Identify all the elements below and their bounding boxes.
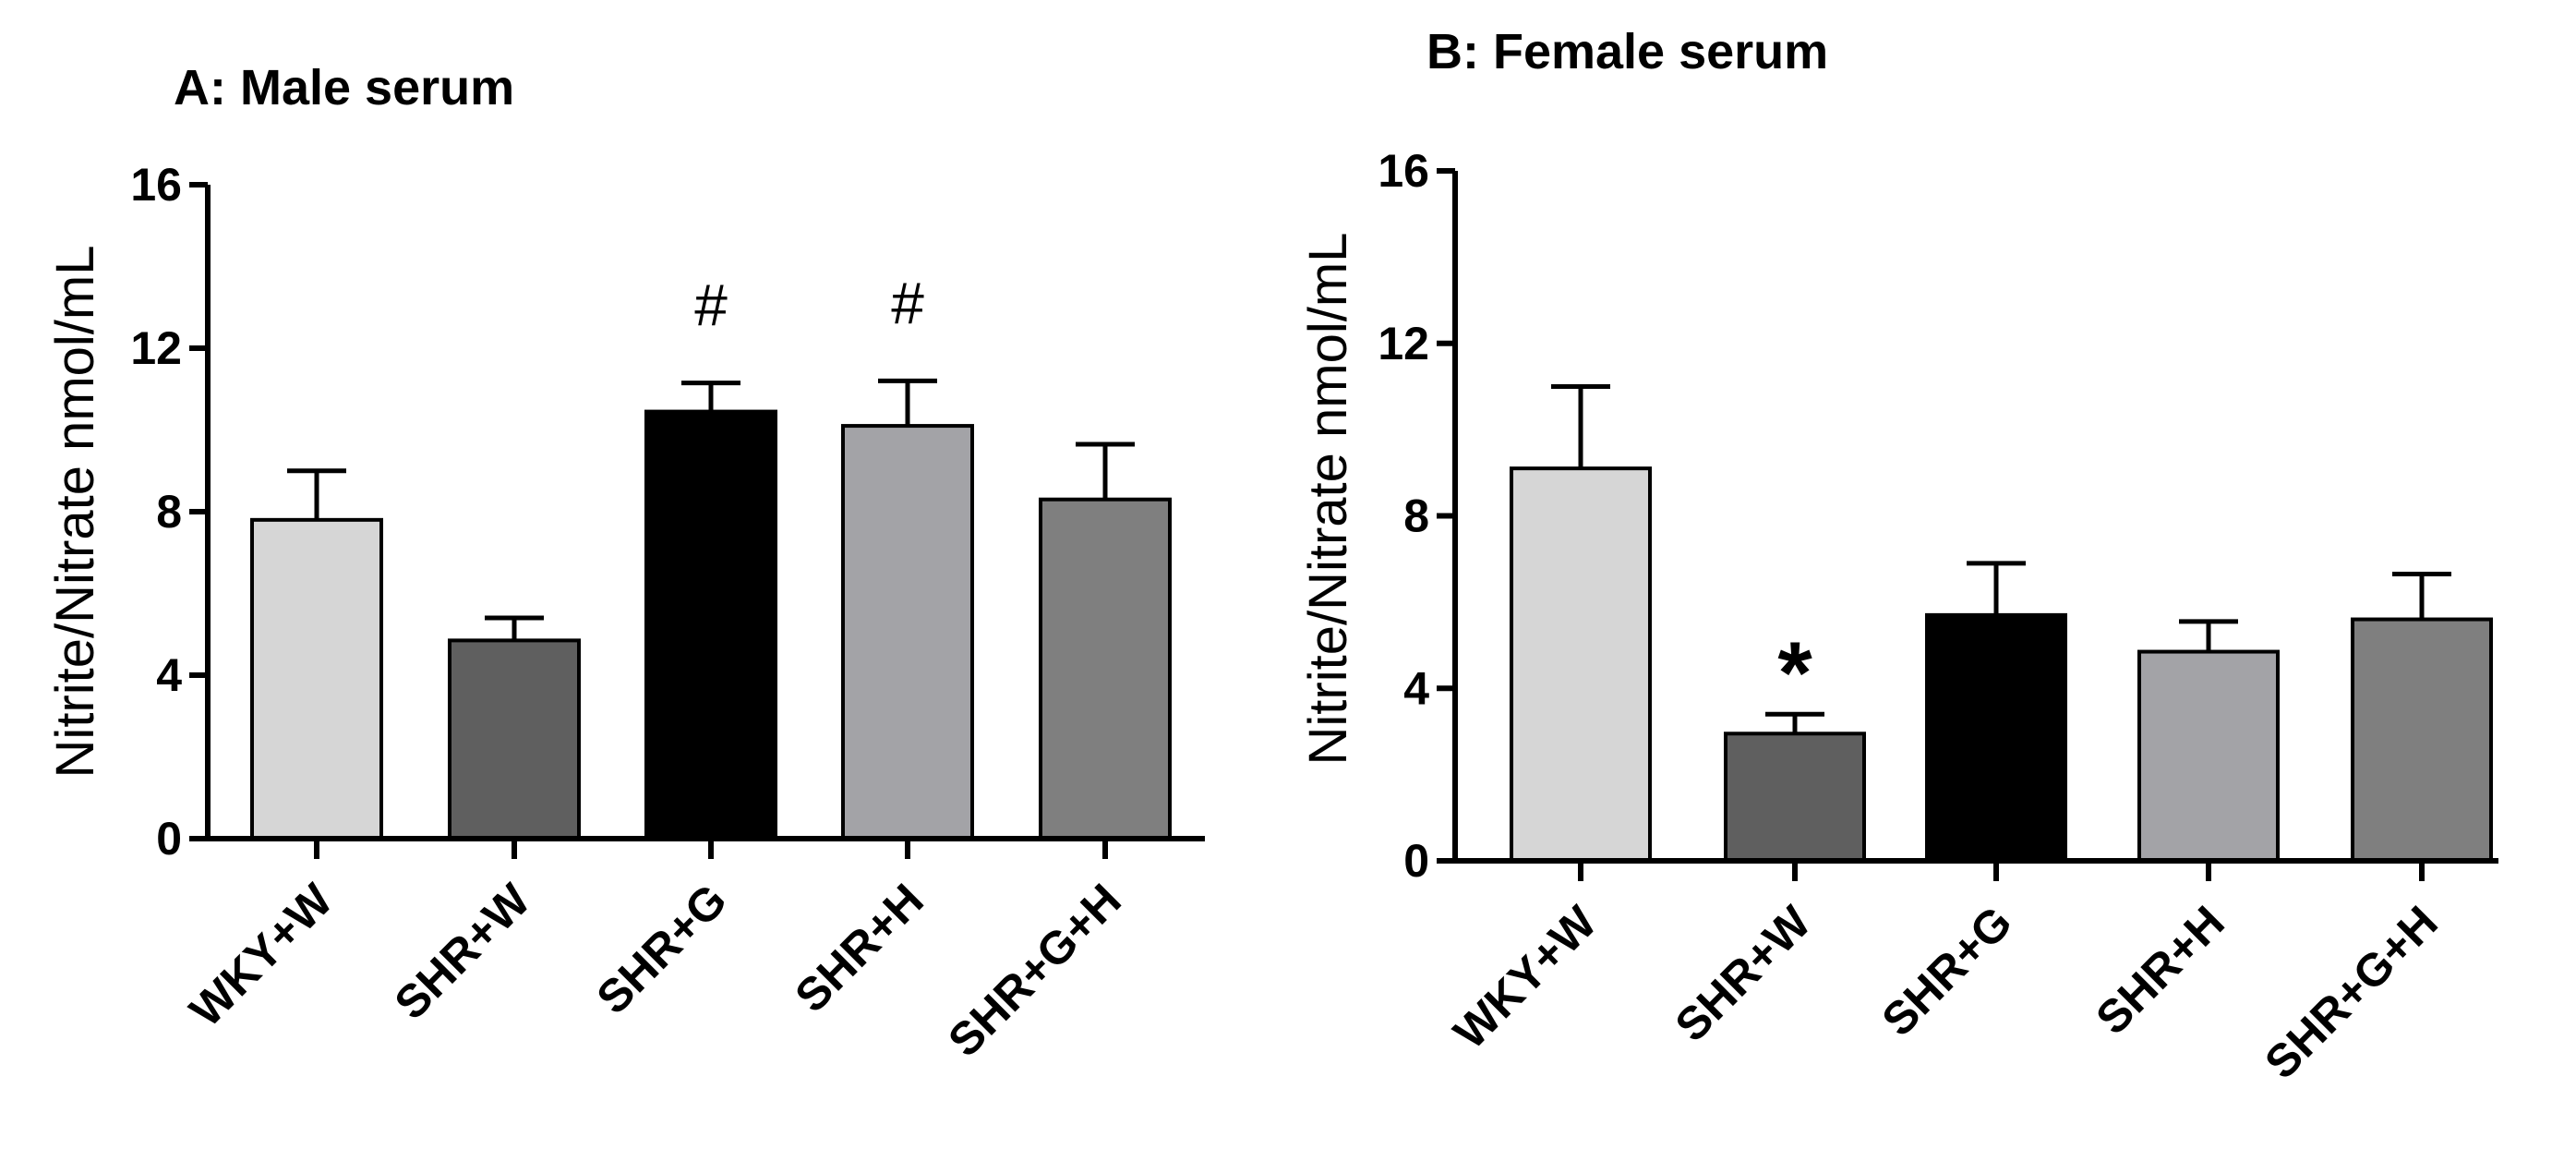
panel-b-ytick-label-8: 8 bbox=[1403, 490, 1429, 542]
panel-b-xtick-label-shr-w: SHR+W bbox=[1666, 896, 1822, 1052]
panel-a-xtick-label-shr-g: SHR+G bbox=[586, 874, 736, 1023]
panel-b-ytick-label-12: 12 bbox=[1378, 318, 1429, 369]
panel-b-xtick-label-shr-h: SHR+H bbox=[2086, 896, 2233, 1044]
panel-a-bar-shr-g-h bbox=[1039, 497, 1172, 841]
panel-b-ytick-label-0: 0 bbox=[1403, 835, 1429, 887]
panel-a-xtick-label-shr-h: SHR+H bbox=[785, 874, 933, 1022]
panel-a-ylabel: Nitrite/Nitrate nmol/mL bbox=[45, 246, 105, 779]
panel-b-bar-shr-w bbox=[1724, 732, 1866, 863]
panel-a-xtick-label-shr-g-h: SHR+G+H bbox=[938, 874, 1131, 1067]
panel-b-bar-wky-w bbox=[1510, 466, 1652, 863]
panel-b-xtick-label-wky-w: WKY+W bbox=[1444, 896, 1607, 1059]
panel-a-bar-wky-w bbox=[250, 517, 383, 841]
panel-b-ytick-label-16: 16 bbox=[1378, 145, 1429, 197]
panel-a-bar-shr-w bbox=[448, 638, 581, 841]
panel-a-male-serum: A: Male serum Nitrite/Nitrate nmol/mL 0 4 8… bbox=[45, 60, 1205, 1067]
panel-b-ylabel: Nitrite/Nitrate nmol/mL bbox=[1298, 233, 1358, 766]
panel-a-ytick-label-4: 4 bbox=[156, 649, 182, 701]
panel-a-ytick-label-16: 16 bbox=[130, 159, 182, 211]
panel-a-annotation-shr-h: # bbox=[891, 270, 924, 336]
panel-a-xtick-label-shr-w: SHR+W bbox=[385, 874, 541, 1030]
panel-a-ytick-label-0: 0 bbox=[156, 813, 182, 865]
panel-b-annotation-shr-w: * bbox=[1777, 623, 1812, 722]
panel-b-bar-shr-g bbox=[1925, 612, 2067, 863]
panel-b-title: B: Female serum bbox=[1426, 24, 1828, 79]
panel-a-title: A: Male serum bbox=[174, 60, 514, 115]
panel-a-annotation-shr-g: # bbox=[694, 272, 728, 339]
panel-b-ytick-label-4: 4 bbox=[1403, 662, 1429, 714]
panel-b-bar-shr-g-h bbox=[2351, 617, 2493, 863]
panel-a-xtick-label-wky-w: WKY+W bbox=[180, 874, 343, 1037]
panel-b-female-serum: B: Female serum Nitrite/Nitrate nmol/mL 0… bbox=[1298, 24, 2498, 1089]
panel-b-bar-shr-h bbox=[2137, 649, 2280, 863]
panel-b-xtick-label-shr-g: SHR+G bbox=[1872, 896, 2021, 1046]
panel-a-ytick-label-8: 8 bbox=[156, 486, 182, 538]
panel-a-bar-shr-g bbox=[644, 409, 777, 841]
panel-a-bar-shr-h bbox=[841, 424, 974, 841]
panel-a-ytick-label-12: 12 bbox=[130, 322, 182, 374]
panel-b-xtick-label-shr-g-h: SHR+G+H bbox=[2255, 896, 2448, 1089]
